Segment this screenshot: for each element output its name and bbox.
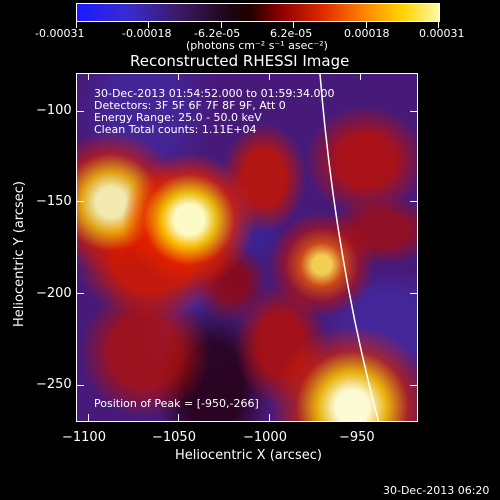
colorbar-tick — [438, 22, 439, 28]
plot-title: Reconstructed RHESSI Image — [130, 52, 350, 70]
colorbar-tick-label: -0.00018 — [122, 27, 172, 40]
limb-line — [319, 74, 380, 421]
y-tick — [77, 111, 84, 112]
colorbar — [76, 3, 440, 22]
colorbar-tick-label: 6.2e-05 — [270, 27, 313, 40]
x-tick-label: −1100 — [62, 430, 106, 445]
info-energy: Energy Range: 25.0 - 50.0 keV — [94, 111, 262, 124]
colorbar-tick-label: 0.00018 — [344, 27, 390, 40]
footer-timestamp: 30-Dec-2013 06:20 — [383, 484, 490, 497]
info-detectors: Detectors: 3F 5F 6F 7F 8F 9F, Att 0 — [94, 99, 286, 112]
x-tick — [88, 414, 89, 421]
colorbar-tick — [366, 22, 367, 28]
colorbar-tick — [221, 22, 222, 28]
x-tick — [360, 414, 361, 421]
peak-position: Position of Peak = [-950,-266] — [94, 397, 259, 410]
y-tick — [410, 385, 417, 386]
info-time-range: 30-Dec-2013 01:54:52.000 to 01:59:34.000 — [94, 87, 335, 100]
x-axis-label: Heliocentric X (arcsec) — [175, 448, 322, 463]
colorbar-tick — [293, 22, 294, 28]
colorbar-tick — [148, 22, 149, 28]
colorbar-tick-label: -0.00031 — [35, 27, 85, 40]
y-tick-label: −250 — [36, 377, 72, 392]
x-tick — [88, 73, 89, 80]
x-tick — [178, 73, 179, 80]
x-tick-label: −1000 — [243, 430, 287, 445]
info-method: Clean Total counts: 1.11E+04 — [94, 123, 257, 136]
y-tick-label: −150 — [36, 194, 72, 209]
y-tick — [77, 293, 84, 294]
y-tick-label: −100 — [36, 103, 72, 118]
y-tick — [410, 201, 417, 202]
heatmap — [77, 74, 417, 421]
colorbar-units: (photons cm⁻² s⁻¹ asec⁻²) — [186, 39, 328, 52]
x-tick-label: −1050 — [152, 430, 196, 445]
x-tick — [269, 414, 270, 421]
image-plot[interactable] — [76, 73, 418, 422]
y-tick — [410, 293, 417, 294]
y-tick — [77, 201, 84, 202]
colorbar-tick — [76, 22, 77, 28]
x-tick-label: −950 — [339, 430, 375, 445]
y-tick-label: −200 — [36, 286, 72, 301]
colorbar-tick-label: -6.2e-05 — [194, 27, 241, 40]
x-tick — [360, 73, 361, 80]
y-axis-label: Heliocentric Y (arcsec) — [12, 181, 27, 327]
y-tick — [77, 385, 84, 386]
y-tick — [410, 111, 417, 112]
x-tick — [178, 414, 179, 421]
colorbar-tick-label: 0.00031 — [419, 27, 465, 40]
x-tick — [269, 73, 270, 80]
